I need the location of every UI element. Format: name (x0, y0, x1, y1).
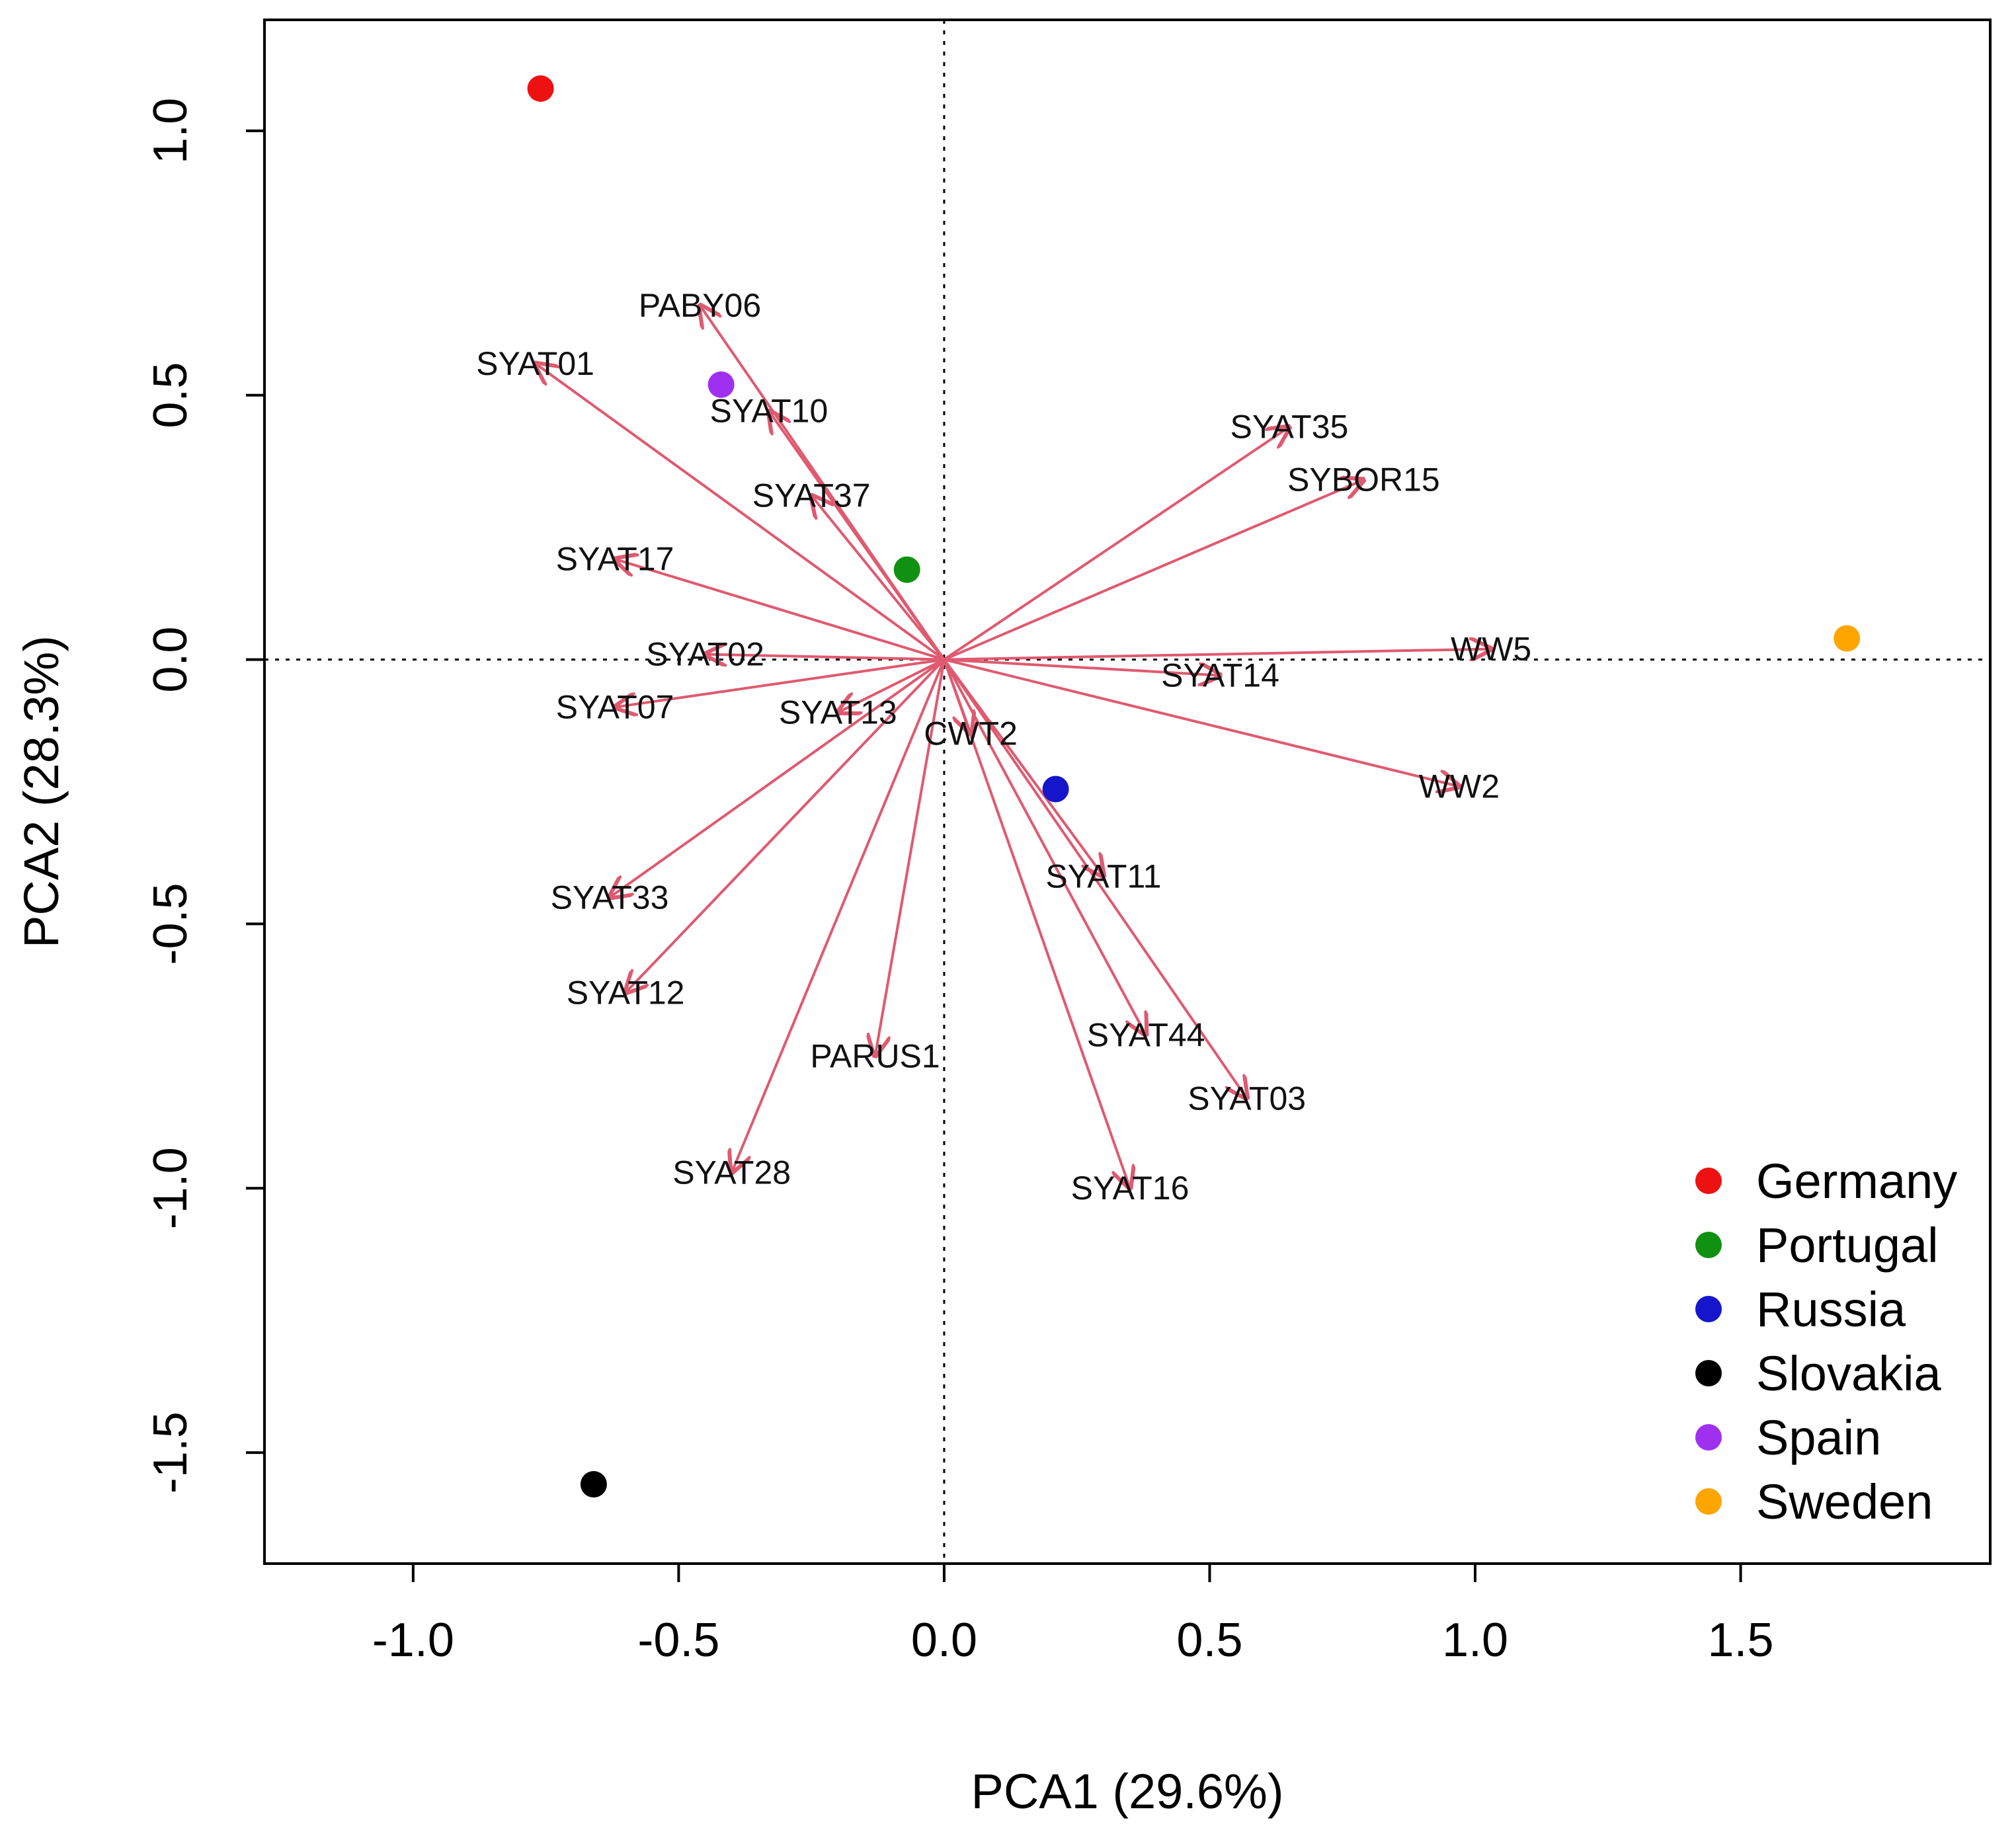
vector-syat12 (625, 659, 946, 993)
vector-syat16 (943, 659, 1130, 1189)
vector-label-syat02: SYAT02 (646, 636, 764, 673)
sample-points (527, 75, 1861, 1498)
vector-ww5 (944, 649, 1491, 660)
vector-syat37 (811, 496, 946, 660)
y-axis-title: PCA2 (28.3%) (14, 635, 69, 948)
vector-syat10 (769, 411, 946, 660)
legend-marker-sweden (1695, 1488, 1722, 1515)
vector-label-ww5: WW5 (1451, 631, 1531, 668)
vector-label-syat07: SYAT07 (556, 689, 674, 726)
vector-label-syat35: SYAT35 (1230, 409, 1349, 446)
loading-vectors (536, 305, 1492, 1188)
vector-ww2 (944, 658, 1459, 787)
vector-syat01 (536, 364, 946, 661)
vector-syat11 (943, 659, 1104, 877)
vector-syat03 (943, 659, 1247, 1099)
vector-label-syat28: SYAT28 (672, 1154, 791, 1191)
y-axis: -1.5 -1.0 -0.5 0.0 0.5 1.0 (144, 98, 264, 1494)
legend-label-russia: Russia (1756, 1282, 1906, 1337)
y-tick-label: 0.5 (144, 362, 197, 428)
x-tick-label: 0.0 (911, 1614, 977, 1667)
vector-syat44 (943, 659, 1146, 1035)
legend-label-slovakia: Slovakia (1756, 1346, 1942, 1401)
legend-label-portugal: Portugal (1756, 1218, 1939, 1273)
reference-lines (264, 20, 1990, 1564)
legend: Germany Portugal Russia Slovakia Spain Sweden (1695, 1154, 1957, 1529)
vector-label-sybor15: SYBOR15 (1287, 461, 1440, 499)
vector-label-cwt2: CWT2 (924, 715, 1018, 752)
vector-syat07 (615, 658, 945, 707)
legend-label-sweden: Sweden (1756, 1474, 1933, 1529)
y-tick-label: 1.0 (144, 98, 197, 164)
vector-syat28 (732, 659, 946, 1173)
x-tick-label: -0.5 (637, 1614, 719, 1667)
vector-parus1 (875, 659, 946, 1057)
vector-label-syat44: SYAT44 (1087, 1016, 1205, 1053)
vector-label-syat33: SYAT33 (551, 879, 669, 916)
point-spain (707, 371, 735, 398)
vector-syat14 (944, 658, 1221, 676)
point-russia (1042, 776, 1069, 803)
x-tick-label: 0.5 (1176, 1614, 1242, 1667)
vector-label-paby06: PABY06 (639, 287, 761, 324)
vector-label-syat12: SYAT12 (567, 974, 685, 1011)
vector-label-syat10: SYAT10 (710, 393, 828, 430)
point-portugal (893, 556, 920, 583)
legend-marker-spain (1695, 1424, 1722, 1451)
legend-marker-germany (1695, 1168, 1722, 1194)
y-tick-label: 0.0 (144, 627, 197, 693)
point-germany (527, 75, 554, 102)
vector-label-syat01: SYAT01 (476, 345, 594, 382)
vector-syat17 (615, 559, 945, 661)
x-tick-label: 1.0 (1442, 1614, 1508, 1667)
y-tick-label: -1.0 (144, 1147, 197, 1229)
vector-syat02 (706, 655, 944, 660)
legend-marker-slovakia (1695, 1360, 1722, 1386)
loading-labels: PABY06 SYAT01 SYAT10 SYAT37 SYAT17 SYAT02 SYAT… (476, 287, 1531, 1207)
legend-label-spain: Spain (1756, 1410, 1881, 1465)
vector-label-ww2: WW2 (1419, 768, 1500, 805)
point-slovakia (580, 1471, 607, 1498)
legend-marker-portugal (1695, 1232, 1722, 1258)
vector-syat33 (610, 658, 946, 898)
vector-label-parus1: PARUS1 (810, 1037, 940, 1074)
legend-label-germany: Germany (1756, 1154, 1957, 1209)
vector-label-syat17: SYAT17 (556, 541, 674, 578)
vector-sybor15 (944, 480, 1363, 661)
point-sweden (1834, 625, 1861, 652)
vector-label-syat13: SYAT13 (779, 694, 897, 731)
vector-label-syat03: SYAT03 (1188, 1080, 1306, 1117)
x-tick-label: -1.0 (372, 1614, 454, 1667)
vector-label-syat16: SYAT16 (1071, 1170, 1189, 1207)
y-tick-label: -0.5 (144, 883, 197, 965)
vector-syat13 (838, 658, 945, 713)
vector-label-syat37: SYAT37 (752, 477, 871, 514)
x-tick-label: 1.5 (1708, 1614, 1774, 1667)
x-axis: -1.0 -0.5 0.0 0.5 1.0 1.5 (372, 1564, 1774, 1667)
plot-frame (263, 19, 1992, 1565)
vector-label-syat11: SYAT11 (1045, 858, 1161, 895)
vector-label-syat14: SYAT14 (1161, 657, 1279, 694)
y-tick-label: -1.5 (144, 1412, 197, 1494)
vector-syat35 (943, 427, 1289, 661)
x-axis-title: PCA1 (29.6%) (971, 1764, 1284, 1819)
legend-marker-russia (1695, 1296, 1722, 1322)
